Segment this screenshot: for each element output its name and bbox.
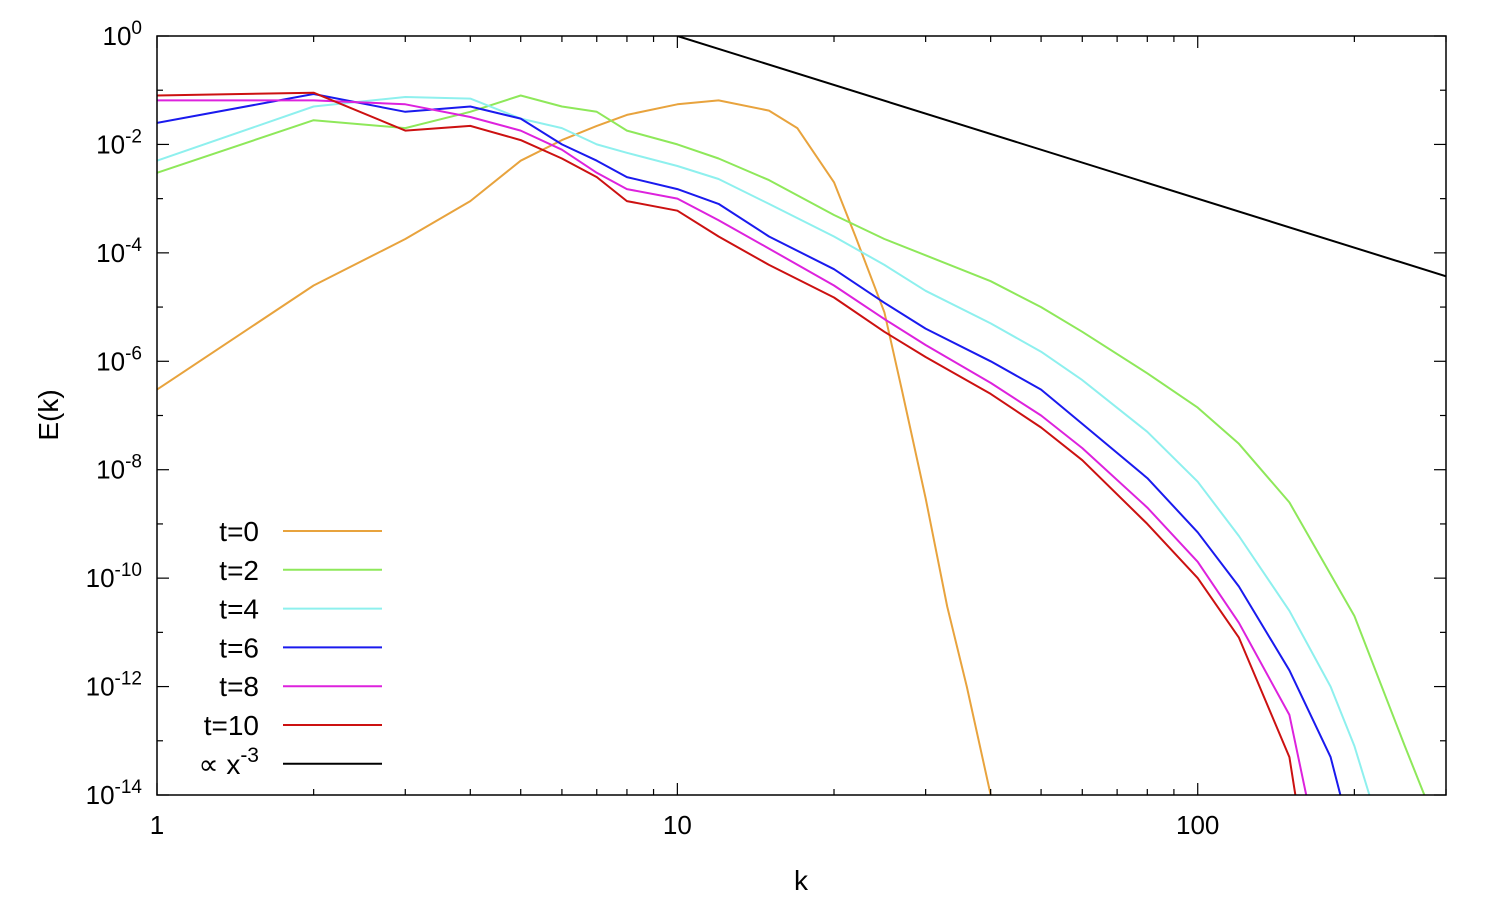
x-tick-label: 1 (150, 810, 164, 840)
legend-label: t=4 (219, 594, 259, 625)
series-line-3 (157, 93, 1342, 795)
y-tick-label: 100 (103, 18, 143, 51)
plot-frame (156, 35, 1447, 796)
y-tick-label: 10-14 (86, 777, 143, 810)
y-tick-label: 10-2 (96, 126, 142, 159)
legend-label: t=10 (204, 710, 259, 741)
legend-label: ∝ x-3 (199, 744, 259, 780)
legend-item: t=2 (219, 555, 382, 586)
legend-label: t=2 (219, 555, 259, 586)
y-tick-label: 10-4 (96, 235, 142, 268)
legend-item: t=6 (219, 632, 382, 663)
legend-item: t=4 (219, 594, 382, 625)
series-line-2 (157, 96, 1371, 795)
legend-label: t=8 (219, 671, 259, 702)
y-tick-label: 10-6 (96, 343, 142, 376)
y-tick-label: 10-10 (86, 560, 142, 593)
x-axis-label: k (794, 865, 809, 896)
legend: t=0 t=2 t=4 t=6 t=8 t=10∝ x-3 (199, 516, 382, 780)
legend-label: t=0 (219, 516, 259, 547)
series-line-0 (157, 99, 992, 795)
legend-label: t=6 (219, 632, 259, 663)
legend-item: t=8 (219, 671, 382, 702)
x-tick-label: 100 (1176, 810, 1219, 840)
y-axis-label: E(k) (33, 389, 64, 440)
legend-item: t=10 (204, 710, 382, 741)
y-tick-label: 10-12 (86, 669, 142, 702)
series-line-5 (157, 91, 1297, 795)
series-line-6 (677, 36, 1446, 278)
legend-item: ∝ x-3 (199, 744, 382, 780)
legend-item: t=0 (219, 516, 382, 547)
series-line-4 (157, 99, 1308, 795)
series-line-1 (157, 94, 1426, 795)
y-tick-label: 10-8 (96, 452, 142, 485)
x-tick-label: 10 (663, 810, 692, 840)
